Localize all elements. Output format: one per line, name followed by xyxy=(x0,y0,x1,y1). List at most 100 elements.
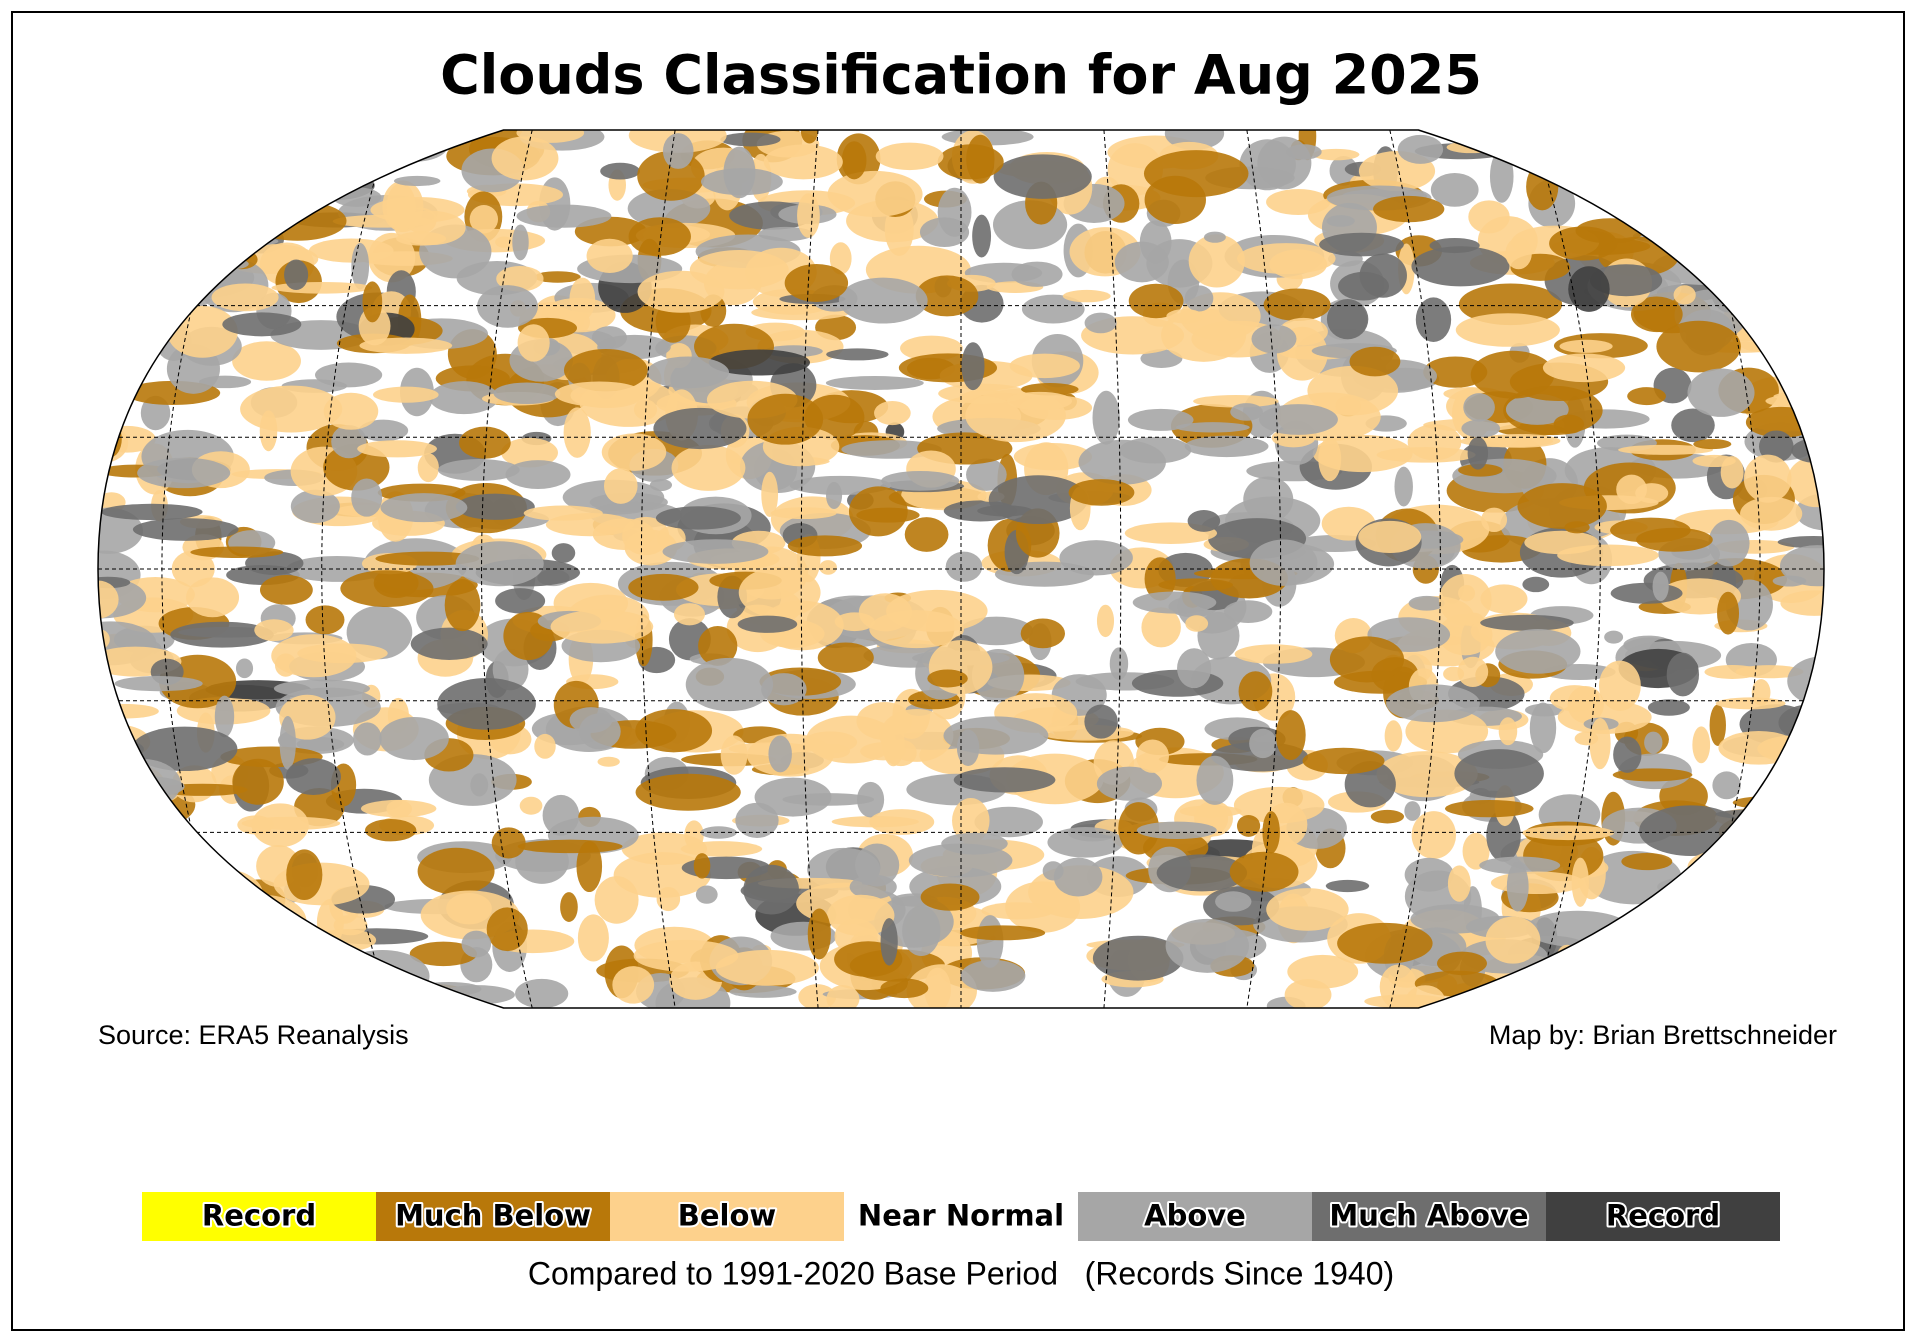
anomaly-patch xyxy=(1467,436,1489,470)
anomaly-patch xyxy=(743,864,799,915)
anomaly-patch xyxy=(1715,697,1786,710)
anomaly-patch xyxy=(357,440,437,458)
anomaly-patch xyxy=(1373,195,1445,223)
legend-swatch xyxy=(1546,1192,1780,1241)
anomaly-patch xyxy=(1557,544,1659,567)
anomaly-patch xyxy=(695,885,718,904)
anomaly-patch xyxy=(612,966,655,1004)
anomaly-patch xyxy=(924,967,951,1008)
title: Clouds Classification for Aug 2025 xyxy=(440,44,1482,107)
legend-label: Much Below xyxy=(395,1199,591,1233)
anomaly-patch xyxy=(1438,574,1492,626)
anomaly-patch xyxy=(332,214,433,228)
anomaly-patch xyxy=(353,722,382,756)
anomaly-patch xyxy=(1266,888,1349,931)
legend-swatch xyxy=(844,1192,1078,1241)
anomaly-patch xyxy=(881,471,960,491)
anomaly-patch xyxy=(576,840,603,893)
anomaly-patch xyxy=(305,605,345,635)
anomaly-patch xyxy=(1237,243,1336,275)
anomaly-patch xyxy=(515,978,569,1008)
anomaly-patch xyxy=(715,949,819,986)
anomaly-patch xyxy=(700,826,737,839)
anomaly-patch xyxy=(1175,422,1250,433)
anomaly-patch xyxy=(364,819,417,842)
anomaly-patch xyxy=(880,918,898,966)
anomaly-patch xyxy=(1326,299,1369,340)
anomaly-patch xyxy=(960,959,1026,992)
anomaly-patch xyxy=(1612,768,1693,782)
anomaly-patch xyxy=(284,259,309,291)
anomaly-patch xyxy=(1318,436,1342,482)
anomaly-patch xyxy=(1140,349,1183,368)
anomaly-patch xyxy=(362,281,383,323)
anomaly-patch xyxy=(680,841,763,857)
anomaly-patch xyxy=(700,168,783,196)
anomaly-patch xyxy=(738,566,821,619)
anomaly-patch xyxy=(1405,985,1446,1008)
anomaly-patch xyxy=(455,493,535,520)
anomaly-patch xyxy=(516,204,612,228)
anomaly-patch xyxy=(656,886,681,912)
legend-swatch xyxy=(142,1192,376,1241)
anomaly-patch xyxy=(534,733,556,759)
anomaly-patch xyxy=(880,978,929,999)
anomaly-patch xyxy=(597,756,620,767)
anomaly-patch xyxy=(1447,865,1471,902)
anomaly-patch xyxy=(1462,832,1490,870)
anomaly-patch xyxy=(1455,313,1560,347)
anomaly-patch xyxy=(380,493,468,523)
anomaly-patch xyxy=(1529,702,1557,754)
anomaly-patch xyxy=(628,573,699,601)
map xyxy=(98,130,1824,1008)
anomaly-patch xyxy=(1319,232,1404,257)
anomaly-patch xyxy=(1656,320,1741,373)
anomaly-patch xyxy=(1652,571,1669,602)
anomaly-patch xyxy=(1349,346,1401,377)
anomaly-patch xyxy=(1777,535,1824,549)
anomaly-patch xyxy=(915,275,979,317)
anomaly-patch xyxy=(943,716,1049,755)
anomaly-patch xyxy=(437,458,520,481)
anomaly-patch xyxy=(920,883,980,911)
anomaly-patch xyxy=(1184,435,1269,458)
anomaly-patch xyxy=(1495,629,1581,674)
anomaly-patch xyxy=(693,853,711,879)
anomaly-patch xyxy=(787,535,863,557)
anomaly-patch xyxy=(800,130,819,144)
anomaly-patch xyxy=(1287,954,1359,989)
anomaly-patch xyxy=(505,460,571,490)
graticule xyxy=(1389,130,1441,1008)
anomaly-patch xyxy=(817,642,874,673)
anomaly-patch xyxy=(1223,600,1273,624)
anomaly-patch xyxy=(874,401,911,426)
anomaly-patch xyxy=(1144,557,1176,601)
anomaly-patch xyxy=(1505,237,1532,270)
anomaly-patch xyxy=(855,843,900,887)
anomaly-patch xyxy=(1517,483,1607,529)
anomaly-patch xyxy=(754,777,832,817)
anomaly-patch xyxy=(1463,393,1495,422)
anomaly-patch xyxy=(1376,751,1478,798)
anomaly-patch xyxy=(512,224,529,261)
anomaly-patch xyxy=(486,907,528,952)
map-outline xyxy=(97,129,1825,1009)
anomaly-patch xyxy=(560,892,578,922)
anomaly-patch xyxy=(1193,394,1279,408)
legend-note: Compared to 1991-2020 Base Period (Recor… xyxy=(528,1255,1394,1291)
anomaly-patch xyxy=(1215,891,1252,912)
anomaly-patch xyxy=(825,376,924,390)
anomaly-patch xyxy=(254,619,294,642)
anomaly-patch xyxy=(633,939,739,972)
anomaly-patch xyxy=(1411,246,1510,287)
anomaly-patch xyxy=(1408,595,1445,611)
anomaly-patch xyxy=(534,271,581,283)
anomaly-patch xyxy=(1470,350,1555,399)
anomaly-patch xyxy=(1758,430,1794,463)
anomaly-patch xyxy=(747,393,824,445)
anomaly-patch xyxy=(1666,652,1700,697)
anomaly-patch xyxy=(446,892,492,925)
anomaly-patch xyxy=(1021,294,1085,324)
anomaly-patch xyxy=(340,570,434,607)
anomaly-patch xyxy=(768,735,792,773)
